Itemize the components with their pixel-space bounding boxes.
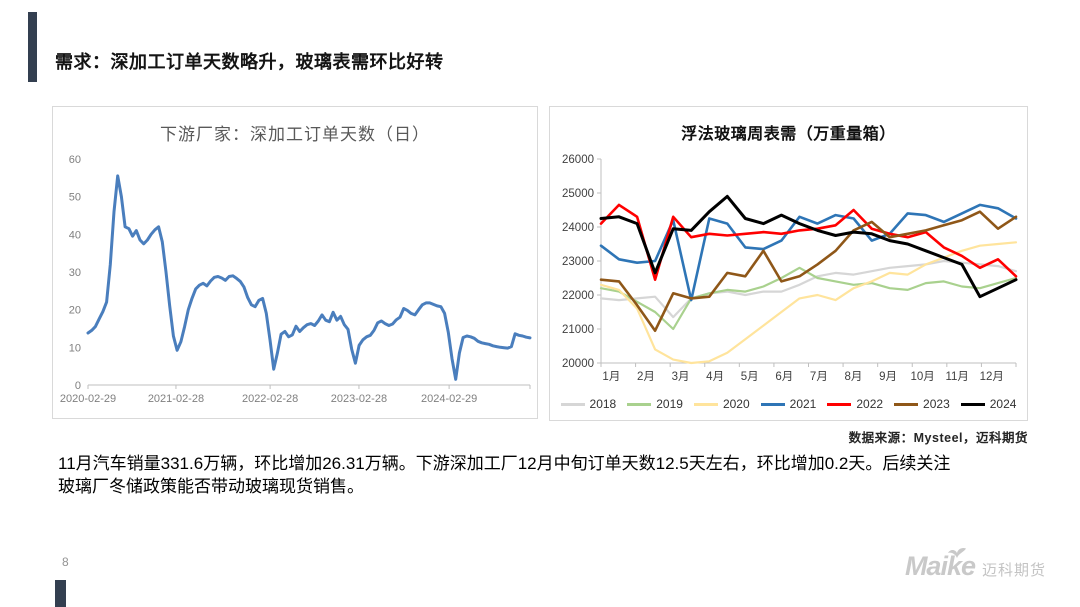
weekly-demand-chart-title: 浮法玻璃周表需（万重量箱） bbox=[681, 126, 896, 143]
legend-item-2020: 2020 bbox=[693, 397, 750, 411]
svg-text:2023-02-28: 2023-02-28 bbox=[331, 393, 387, 405]
svg-text:2021-02-28: 2021-02-28 bbox=[148, 393, 204, 405]
legend-swatch bbox=[760, 402, 785, 406]
legend-swatch bbox=[627, 402, 652, 406]
commentary-text: 11月汽车销量331.6万辆，环比增加26.31万辆。下游深加工厂12月中旬订单… bbox=[58, 452, 1043, 498]
svg-text:24000: 24000 bbox=[562, 222, 594, 234]
legend-label: 2024 bbox=[989, 397, 1017, 411]
legend-label: 2023 bbox=[923, 397, 950, 411]
order-days-line-chart: 0 10 20 30 40 50 60 2020-02-29 2021-02-28 2022-02… bbox=[60, 154, 532, 405]
legend-item-2023: 2023 bbox=[894, 397, 950, 411]
order-days-chart-title: 下游厂家：深加工订单天数（日） bbox=[160, 125, 430, 144]
legend-label: 2019 bbox=[656, 397, 683, 411]
svg-text:2022-02-28: 2022-02-28 bbox=[242, 393, 298, 405]
svg-text:10月: 10月 bbox=[910, 371, 934, 383]
svg-text:2024-02-29: 2024-02-29 bbox=[421, 393, 477, 405]
legend-label: 2022 bbox=[856, 397, 884, 411]
svg-text:26000: 26000 bbox=[562, 154, 594, 166]
legend-swatch bbox=[560, 402, 585, 406]
svg-text:20: 20 bbox=[69, 305, 81, 317]
commentary-line-1: 11月汽车销量331.6万辆，环比增加26.31万辆。下游深加工厂12月中旬订单… bbox=[58, 454, 951, 473]
svg-text:9月: 9月 bbox=[879, 371, 897, 383]
slide-title: 需求：深加工订单天数略升，玻璃表需环比好转 bbox=[55, 52, 444, 72]
top-accent-bar bbox=[28, 12, 37, 82]
logo-chinese-text: 迈科期货 bbox=[981, 562, 1046, 579]
logo-brand-text: Maike bbox=[904, 551, 976, 581]
svg-text:8月: 8月 bbox=[845, 371, 863, 383]
logo-mark-icon bbox=[947, 547, 966, 558]
svg-text:23000: 23000 bbox=[562, 256, 594, 268]
right-chart-legend: 2018 2019 2020 2021 2022 2023 2024 bbox=[550, 397, 1027, 411]
svg-text:10: 10 bbox=[69, 342, 81, 354]
svg-text:22000: 22000 bbox=[562, 290, 594, 302]
weekly-demand-line-chart: 20000 21000 22000 23000 24000 25000 26000 1月 2月 3… bbox=[562, 154, 1018, 383]
data-source-note: 数据来源：Mysteel，迈科期货 bbox=[848, 431, 1028, 445]
commentary-line-2: 玻璃厂冬储政策能否带动玻璃现货销售。 bbox=[58, 477, 364, 496]
svg-text:20000: 20000 bbox=[562, 358, 594, 370]
legend-swatch bbox=[827, 402, 852, 406]
weekly-demand-chart-panel: 浮法玻璃周表需（万重量箱） 20000 21000 22000 23000 24000 2… bbox=[549, 106, 1028, 421]
svg-text:3月: 3月 bbox=[672, 371, 690, 383]
legend-item-2021: 2021 bbox=[760, 397, 817, 411]
svg-text:40: 40 bbox=[69, 229, 81, 241]
svg-text:0: 0 bbox=[75, 380, 81, 392]
legend-item-2024: 2024 bbox=[960, 397, 1017, 411]
order-days-chart-panel: 下游厂家：深加工订单天数（日） 0 10 20 30 40 50 60 2020-02-29 2… bbox=[52, 106, 538, 419]
svg-text:5月: 5月 bbox=[741, 371, 759, 383]
svg-text:1月: 1月 bbox=[602, 371, 620, 383]
bottom-accent-bar bbox=[55, 580, 66, 607]
legend-label: 2021 bbox=[789, 397, 817, 411]
svg-text:25000: 25000 bbox=[562, 188, 594, 200]
svg-text:2020-02-29: 2020-02-29 bbox=[60, 393, 116, 405]
svg-text:4月: 4月 bbox=[706, 371, 724, 383]
page-number: 8 bbox=[62, 555, 69, 569]
legend-swatch bbox=[894, 402, 919, 406]
svg-text:30: 30 bbox=[69, 267, 81, 279]
svg-text:11月: 11月 bbox=[945, 371, 968, 383]
legend-label: 2018 bbox=[589, 397, 617, 411]
svg-text:2月: 2月 bbox=[637, 371, 655, 383]
legend-label: 2020 bbox=[722, 397, 750, 411]
svg-text:60: 60 bbox=[69, 154, 81, 166]
legend-swatch bbox=[693, 402, 718, 406]
legend-item-2018: 2018 bbox=[560, 397, 617, 411]
company-logo: Maike 迈科期货 bbox=[904, 547, 1046, 585]
svg-text:50: 50 bbox=[69, 192, 81, 204]
svg-text:12月: 12月 bbox=[980, 371, 1004, 383]
svg-text:6月: 6月 bbox=[775, 371, 793, 383]
legend-item-2022: 2022 bbox=[827, 397, 883, 411]
svg-text:7月: 7月 bbox=[810, 371, 828, 383]
legend-swatch bbox=[960, 402, 985, 406]
legend-item-2019: 2019 bbox=[627, 397, 683, 411]
svg-text:21000: 21000 bbox=[562, 324, 594, 336]
